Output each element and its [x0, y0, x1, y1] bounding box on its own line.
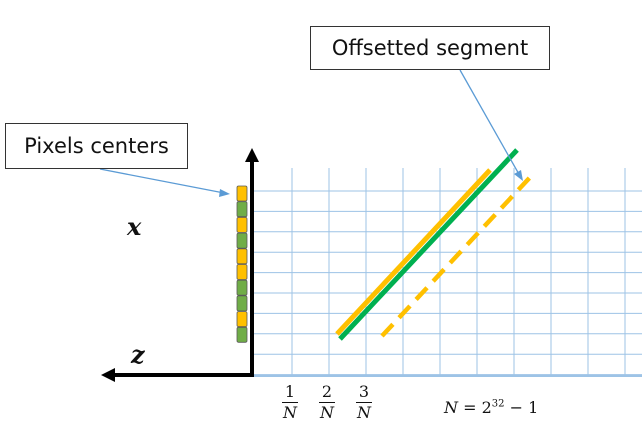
tick-label-2-over-n: 2 N: [319, 383, 335, 422]
pixel-center-cell: [236, 311, 248, 328]
n-definition-formula: N = 232 − 1: [444, 398, 538, 417]
tick-2-denominator: N: [320, 403, 334, 422]
original-segment-orange: [335, 168, 492, 336]
pixel-center-cell: [236, 264, 248, 280]
offsetted-segment-callout: Offsetted segment: [310, 26, 550, 70]
pixels-centers-callout: Pixels centers: [5, 123, 188, 169]
pixel-center-cell: [236, 201, 248, 218]
tick-label-1-over-n: 1 N: [282, 383, 298, 422]
pixels-callout-arrow: [99, 168, 225, 194]
offset-callout-arrowhead: [514, 170, 523, 181]
tick-1-denominator: N: [283, 403, 297, 422]
tick-3-numerator: 3: [358, 382, 370, 401]
pixels-centers-label: Pixels centers: [24, 134, 169, 158]
pixels-callout-arrowhead: [219, 189, 230, 197]
z-axis-arrowhead: [101, 368, 115, 382]
pixel-center-cell: [236, 279, 248, 296]
formula-exponent: 32: [491, 398, 505, 410]
x-axis-arrowhead: [245, 148, 259, 162]
z-axis-label: z: [131, 340, 145, 369]
pixel-center-cell: [236, 248, 248, 265]
formula-minus-one: − 1: [504, 398, 539, 417]
tick-2-numerator: 2: [321, 382, 333, 401]
pixel-center-cell: [236, 216, 248, 233]
tick-label-3-over-n: 3 N: [356, 383, 372, 422]
pixel-center-cell: [236, 295, 248, 312]
offsetted-segment-dashed-orange: [380, 170, 537, 338]
pixel-center-cell: [236, 185, 248, 202]
pixel-grid: [252, 168, 642, 377]
x-axis-label: x: [127, 212, 142, 241]
offsetted-segment-label: Offsetted segment: [331, 36, 529, 60]
pixel-center-cell: [236, 232, 248, 249]
formula-n: N: [444, 398, 458, 417]
pixel-centers-column: [236, 185, 248, 343]
tick-3-denominator: N: [357, 403, 371, 422]
pixel-center-cell: [236, 326, 248, 343]
formula-equals-base: = 2: [458, 398, 492, 417]
offsetted-segment-green: [338, 148, 519, 341]
tick-1-numerator: 1: [284, 382, 296, 401]
offset-callout-arrow: [459, 69, 521, 177]
